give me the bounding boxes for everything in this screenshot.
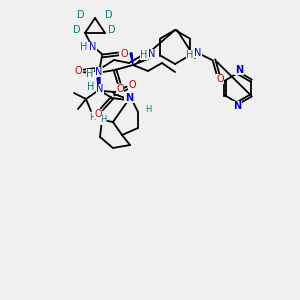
Text: N: N [194,48,202,58]
Text: H: H [87,82,95,92]
Polygon shape [98,69,100,84]
Text: H: H [80,42,88,52]
Text: N: N [235,65,243,75]
Text: O: O [128,80,136,90]
Text: H: H [140,50,148,60]
Text: D: D [105,10,113,20]
Text: N: N [233,101,241,111]
Text: D: D [77,10,85,20]
Text: N: N [95,67,103,77]
Polygon shape [130,53,133,65]
Text: D: D [108,25,116,35]
Text: O: O [116,84,124,94]
Text: N: N [89,42,97,52]
Text: H: H [100,116,106,124]
Text: H: H [186,50,194,60]
Polygon shape [97,78,99,90]
Text: N: N [148,49,156,59]
Text: H: H [89,113,95,122]
Text: O: O [74,66,82,76]
Text: O: O [120,49,128,59]
Text: H: H [86,69,94,79]
Text: H: H [145,104,151,113]
Text: D: D [73,25,81,35]
Text: O: O [216,74,224,84]
Text: O: O [94,109,102,119]
Text: N: N [125,93,133,103]
Text: N: N [96,84,104,94]
